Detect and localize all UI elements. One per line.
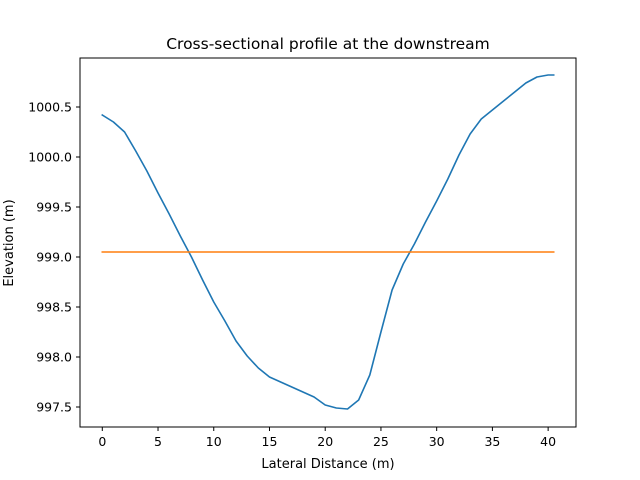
plot-background <box>80 58 576 427</box>
x-tick-label: 40 <box>540 434 556 449</box>
y-axis-label: Elevation (m) <box>2 199 17 286</box>
y-tick-label: 1000.5 <box>28 100 72 115</box>
chart-title: Cross-sectional profile at the downstrea… <box>166 35 490 53</box>
x-tick-label: 25 <box>373 434 389 449</box>
plot-area <box>80 58 576 427</box>
y-tick-label: 998.0 <box>36 350 72 365</box>
x-tick-label: 0 <box>98 434 106 449</box>
x-tick-label: 15 <box>262 434 278 449</box>
x-tick-label: 35 <box>484 434 500 449</box>
y-tick-label: 997.5 <box>36 400 72 415</box>
x-axis-label: Lateral Distance (m) <box>261 457 394 472</box>
x-tick-label: 30 <box>429 434 445 449</box>
plot-frame <box>79 57 577 428</box>
series-layer <box>101 74 555 410</box>
y-tick-label: 1000.0 <box>28 150 72 165</box>
x-axis: 0 5 10 15 20 25 30 35 40 <box>98 427 556 449</box>
x-tick-label: 20 <box>317 434 333 449</box>
y-tick-label: 998.5 <box>36 300 72 315</box>
x-tick-label: 5 <box>154 434 162 449</box>
y-axis: 997.5 998.0 998.5 999.0 999.5 1000.0 1000.5 <box>28 100 80 415</box>
x-tick-label: 10 <box>206 434 222 449</box>
y-tick-label: 999.5 <box>36 200 72 215</box>
series-line-1 <box>101 74 555 410</box>
y-tick-label: 999.0 <box>36 250 72 265</box>
